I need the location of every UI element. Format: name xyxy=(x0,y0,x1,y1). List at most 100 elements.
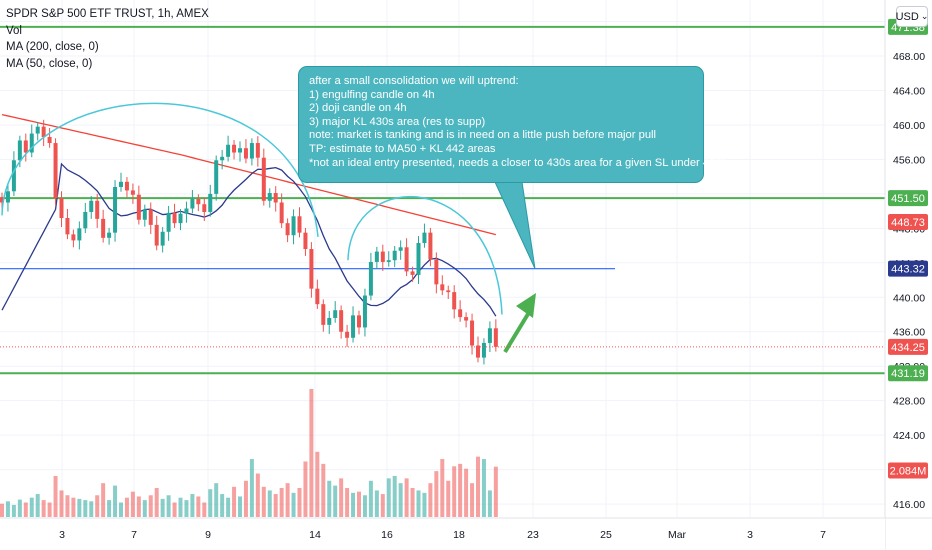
horizontal-levels xyxy=(0,25,885,375)
candle-body xyxy=(232,144,237,153)
ma50-legend[interactable]: MA (50, close, 0) xyxy=(6,57,93,70)
candle-body xyxy=(35,126,40,134)
candle-body xyxy=(77,228,82,241)
volume-bar xyxy=(238,496,242,517)
x-tick-label: 18 xyxy=(453,529,465,541)
candle-body xyxy=(23,140,28,153)
candle-body xyxy=(148,209,153,225)
volume-bar xyxy=(481,459,486,517)
candle-body xyxy=(487,328,492,343)
candle-body xyxy=(261,157,266,201)
candle-body xyxy=(29,133,34,153)
volume-bar xyxy=(89,501,94,517)
candle-body xyxy=(249,143,254,159)
note-line: *not an ideal entry presented, needs a c… xyxy=(309,156,726,169)
x-tick-label: 14 xyxy=(309,529,321,541)
volume-bar xyxy=(357,491,361,517)
candle-body xyxy=(119,181,123,187)
volume-bar xyxy=(148,495,153,517)
candle-body xyxy=(368,261,373,296)
x-tick-label: 9 xyxy=(205,529,211,541)
y-tick-label: 468.00 xyxy=(893,51,925,63)
volume-bar xyxy=(321,463,326,517)
vol-legend[interactable]: Vol xyxy=(6,24,22,37)
note-line: 1) engulfing candle on 4h xyxy=(309,88,435,101)
symbol-title[interactable]: SPDR S&P 500 ETF TRUST, 1h, AMEX xyxy=(6,8,209,20)
candle-body xyxy=(404,247,409,272)
ma200-legend[interactable]: MA (200, close, 0) xyxy=(6,41,99,53)
candle-body xyxy=(452,292,457,310)
candle-body xyxy=(410,271,415,275)
volume-bars xyxy=(0,389,498,517)
candle-body xyxy=(458,309,463,318)
volume-bar xyxy=(166,495,171,517)
candle-body xyxy=(226,144,231,157)
volume-bar xyxy=(458,463,463,517)
candle-body xyxy=(71,234,76,241)
price-tag-label: 448.73 xyxy=(891,217,925,229)
candle-body xyxy=(279,202,284,224)
volume-bar xyxy=(35,494,40,517)
candle-body xyxy=(124,181,129,191)
volume-bar xyxy=(243,480,248,517)
candle-body xyxy=(130,190,135,195)
candle-body xyxy=(208,193,213,212)
volume-bar xyxy=(65,495,70,517)
candle-body xyxy=(297,216,302,233)
candle-body xyxy=(398,247,403,251)
candle-body xyxy=(178,213,183,224)
drawn-curve-right xyxy=(347,195,503,315)
drawn-curve-left xyxy=(1,102,319,238)
candle-body xyxy=(362,295,367,328)
candle-body xyxy=(416,242,421,275)
candle-body xyxy=(53,143,58,199)
volume-bar xyxy=(452,466,457,517)
y-tick-label: 460.00 xyxy=(893,120,925,132)
volume-bar xyxy=(107,500,112,517)
volume-bar xyxy=(261,486,266,517)
candle-body xyxy=(202,204,207,212)
candle-body xyxy=(321,304,326,325)
volume-bar xyxy=(11,504,16,517)
volume-bar xyxy=(83,500,88,517)
candle-body xyxy=(238,148,242,153)
y-tick-label: 456.00 xyxy=(893,154,925,166)
arrow-head xyxy=(516,293,536,318)
candle-body xyxy=(17,140,22,161)
volume-bar xyxy=(190,494,195,517)
candle-body xyxy=(41,126,46,138)
volume-bar xyxy=(416,490,421,517)
candle-body xyxy=(476,345,480,358)
volume-bar xyxy=(184,500,189,517)
volume-bar xyxy=(279,488,284,517)
x-tick-label: 3 xyxy=(747,529,753,541)
currency-selector[interactable]: USD ⌄ xyxy=(896,6,928,27)
candle-body xyxy=(351,315,356,338)
candle-body xyxy=(59,198,64,219)
annotation-note[interactable]: after a small consolidation we will uptr… xyxy=(298,66,726,183)
candle-body xyxy=(243,148,248,159)
volume-bar xyxy=(23,502,28,517)
candle-body xyxy=(339,310,344,332)
candle-body xyxy=(11,160,16,192)
time-axis: 3 7 9 14 16 18 23 25 Mar 3 7 xyxy=(0,517,932,550)
volume-bar xyxy=(136,496,141,517)
volume-bar xyxy=(345,488,350,517)
volume-bar xyxy=(255,473,260,517)
volume-bar xyxy=(333,485,338,517)
candle-body xyxy=(136,194,141,220)
candle-body xyxy=(291,216,296,236)
candle-body xyxy=(434,259,439,285)
chevron-down-icon: ⌄ xyxy=(920,11,929,21)
price-tag xyxy=(888,260,928,277)
volume-bar xyxy=(53,475,58,517)
candle-body xyxy=(47,137,52,144)
volume-bar xyxy=(41,500,46,517)
candle-body xyxy=(172,212,177,224)
candle-body xyxy=(345,331,350,338)
candle-body xyxy=(160,231,165,246)
volume-bar xyxy=(273,494,278,517)
price-tags: 471.38451.50448.73443.32434.25431.192.08… xyxy=(888,18,928,479)
volume-bar xyxy=(71,497,76,517)
volume-bar xyxy=(464,468,469,517)
